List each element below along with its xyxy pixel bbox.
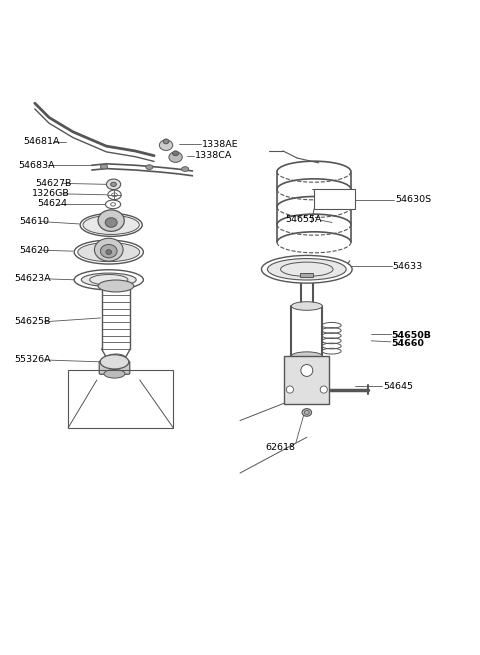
Text: 54633: 54633 — [393, 262, 423, 271]
Ellipse shape — [172, 151, 179, 156]
Text: 54610: 54610 — [20, 217, 49, 226]
Ellipse shape — [98, 210, 124, 231]
Text: 54650B: 54650B — [392, 331, 432, 340]
Ellipse shape — [100, 164, 108, 169]
Text: 1338AE: 1338AE — [202, 140, 239, 149]
Text: 54645: 54645 — [383, 382, 413, 390]
Ellipse shape — [81, 273, 136, 286]
Ellipse shape — [83, 215, 139, 234]
Ellipse shape — [163, 139, 169, 143]
Ellipse shape — [111, 182, 116, 187]
Ellipse shape — [286, 386, 293, 393]
Text: 55326A: 55326A — [15, 356, 51, 364]
Ellipse shape — [78, 242, 140, 261]
Ellipse shape — [100, 244, 117, 258]
Ellipse shape — [301, 364, 313, 377]
Text: 54624: 54624 — [37, 199, 67, 208]
Ellipse shape — [106, 250, 112, 255]
Ellipse shape — [291, 352, 323, 360]
Text: 62618: 62618 — [265, 443, 296, 452]
Ellipse shape — [100, 355, 129, 369]
Ellipse shape — [146, 165, 153, 170]
Ellipse shape — [104, 369, 125, 378]
Ellipse shape — [80, 214, 142, 236]
Ellipse shape — [74, 270, 144, 290]
Ellipse shape — [267, 259, 346, 280]
Ellipse shape — [107, 179, 120, 189]
Text: 54660: 54660 — [392, 339, 425, 348]
Ellipse shape — [169, 152, 182, 162]
Bar — [314, 189, 355, 209]
Ellipse shape — [320, 386, 327, 393]
Bar — [68, 371, 173, 428]
Text: 1338CA: 1338CA — [195, 151, 232, 160]
Ellipse shape — [159, 140, 173, 151]
Ellipse shape — [262, 255, 352, 283]
Text: 54623A: 54623A — [15, 274, 51, 284]
Text: 54627B: 54627B — [36, 179, 72, 188]
Ellipse shape — [105, 217, 117, 227]
Text: 1326GB: 1326GB — [33, 189, 70, 198]
Ellipse shape — [74, 240, 144, 264]
Text: 54683A: 54683A — [18, 160, 55, 170]
Ellipse shape — [98, 280, 134, 292]
Text: 54655A: 54655A — [285, 215, 322, 223]
Bar — [284, 356, 329, 404]
Text: 54630S: 54630S — [395, 195, 431, 204]
Text: 54620: 54620 — [20, 246, 49, 255]
FancyBboxPatch shape — [99, 361, 130, 374]
Bar — [300, 272, 313, 277]
Text: 54681A: 54681A — [23, 138, 60, 146]
Ellipse shape — [181, 166, 189, 172]
Ellipse shape — [302, 409, 312, 417]
Text: 54625B: 54625B — [15, 317, 51, 326]
Ellipse shape — [291, 302, 323, 310]
Ellipse shape — [95, 238, 123, 261]
